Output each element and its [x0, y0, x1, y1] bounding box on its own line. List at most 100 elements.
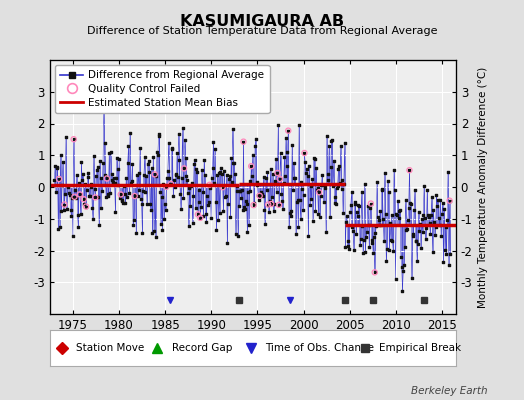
Point: [372, 223, 380, 230]
Point: [210, 180, 219, 186]
Point: [205, 182, 214, 188]
Point: [209, 139, 217, 146]
Point: [391, 276, 400, 282]
Point: [128, 161, 137, 168]
Point: [110, 175, 118, 181]
Point: [152, 173, 160, 179]
Point: [263, 187, 271, 193]
Y-axis label: Monthly Temperature Anomaly Difference (°C): Monthly Temperature Anomaly Difference (…: [478, 66, 488, 308]
Point: [75, 191, 84, 198]
Point: [358, 222, 367, 229]
Point: [382, 258, 390, 264]
Point: [320, 199, 328, 205]
Point: [278, 198, 286, 204]
Point: [432, 192, 441, 198]
Point: [103, 175, 111, 182]
Point: [116, 195, 124, 201]
Point: [202, 219, 211, 226]
Point: [167, 181, 175, 187]
Point: [127, 178, 136, 185]
Point: [423, 186, 431, 193]
Point: [129, 222, 137, 228]
Point: [356, 242, 364, 248]
Point: [300, 192, 308, 198]
Point: [241, 206, 249, 212]
Point: [204, 199, 213, 205]
Point: [261, 221, 269, 228]
Point: [420, 183, 428, 189]
Point: [441, 247, 449, 253]
Point: [378, 186, 387, 193]
Point: [418, 216, 426, 222]
Point: [281, 173, 289, 180]
Point: [111, 180, 119, 186]
Point: [253, 178, 261, 185]
Point: [163, 168, 172, 174]
Point: [171, 183, 179, 190]
Point: [70, 136, 78, 142]
Point: [412, 238, 421, 244]
Point: [256, 193, 264, 199]
Point: [91, 194, 100, 201]
Point: [333, 185, 341, 192]
Point: [253, 182, 261, 188]
Point: [367, 240, 376, 246]
Point: [139, 188, 147, 194]
Point: [203, 192, 211, 199]
Point: [175, 156, 183, 163]
Point: [146, 201, 154, 208]
Point: [66, 192, 74, 198]
Point: [313, 184, 322, 191]
Point: [85, 193, 93, 200]
Point: [354, 202, 363, 208]
Point: [137, 196, 145, 202]
Point: [403, 217, 412, 223]
Point: [294, 224, 302, 230]
Point: [243, 201, 251, 207]
Point: [442, 251, 451, 257]
Point: [272, 156, 280, 162]
Point: [248, 173, 256, 179]
Point: [237, 194, 245, 201]
Point: [324, 171, 333, 178]
Point: [290, 175, 299, 181]
Point: [119, 183, 128, 189]
Point: [225, 176, 233, 182]
Point: [387, 212, 396, 218]
Point: [407, 201, 415, 208]
Point: [367, 200, 375, 207]
Point: [361, 248, 369, 255]
Point: [124, 160, 132, 166]
Point: [416, 228, 424, 234]
Point: [374, 213, 382, 220]
Point: [312, 165, 320, 171]
Point: [186, 203, 194, 209]
Point: [233, 188, 242, 194]
Point: [88, 204, 96, 211]
Point: [184, 223, 193, 229]
Point: [187, 183, 195, 189]
Point: [369, 250, 377, 256]
Point: [211, 146, 219, 153]
Point: [400, 261, 408, 268]
Point: [421, 236, 430, 243]
Point: [257, 189, 266, 195]
Point: [165, 140, 173, 146]
Point: [267, 201, 276, 207]
Point: [157, 221, 165, 227]
Point: [140, 154, 149, 160]
Point: [77, 211, 85, 217]
Point: [103, 175, 111, 182]
Point: [323, 177, 332, 183]
Point: [368, 237, 377, 243]
Point: [376, 207, 384, 214]
Point: [413, 258, 421, 264]
Point: [282, 163, 291, 170]
Point: [235, 188, 244, 195]
Point: [59, 158, 67, 165]
Point: [266, 166, 275, 172]
Point: [390, 187, 399, 193]
Point: [160, 201, 169, 207]
Point: [154, 152, 162, 158]
Point: [390, 167, 398, 173]
